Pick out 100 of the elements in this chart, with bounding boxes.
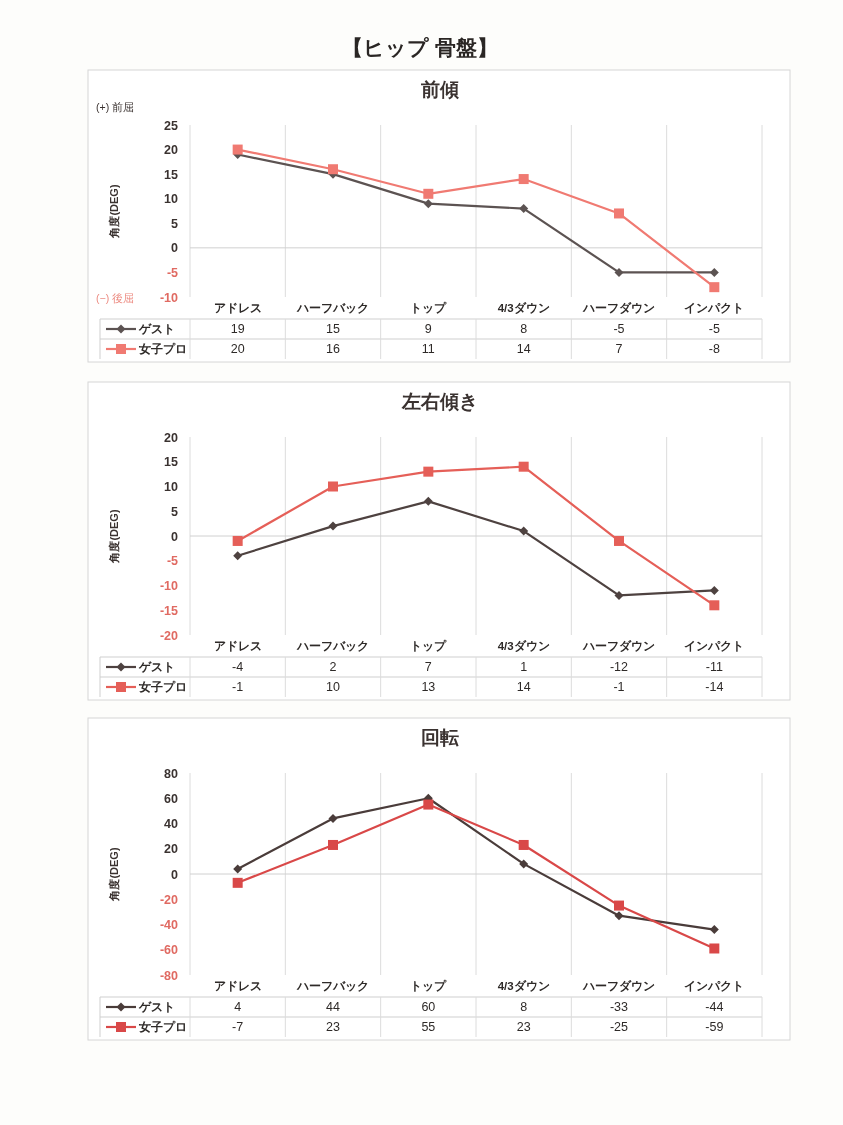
y-tick-label: -10 <box>159 290 179 305</box>
data-label: -5 <box>613 322 625 336</box>
data-label: 15 <box>326 322 340 336</box>
x-tick-label: 4/3ダウン <box>497 639 550 653</box>
point <box>709 585 719 595</box>
y-tick-label: -80 <box>159 968 179 983</box>
point <box>614 590 624 600</box>
chart-title: 【ヒップ 骨盤】 <box>342 36 498 59</box>
data-label: 11 <box>421 342 435 356</box>
y-tick-label: 40 <box>164 817 179 831</box>
y-tick-label: 5 <box>171 216 179 231</box>
y-tick-label: 20 <box>164 842 179 857</box>
x-tick-label: ハーフバック <box>296 640 369 652</box>
point <box>233 864 243 874</box>
point <box>709 925 719 935</box>
y-tick-label: 5 <box>171 504 179 519</box>
data-label: -14 <box>705 680 724 694</box>
data-label: -33 <box>609 1000 629 1014</box>
legend-label: ゲスト <box>138 322 175 336</box>
point <box>519 859 529 869</box>
x-tick-label: インパクト <box>684 640 745 652</box>
point <box>328 839 338 850</box>
text: (−) 後屈 <box>96 292 135 304</box>
data-label: 10 <box>326 680 340 694</box>
point <box>328 521 338 531</box>
x-tick-label: トップ <box>410 639 448 652</box>
x-tick-label: 4/3ダウン <box>497 301 550 315</box>
y-tick-label: -40 <box>159 918 179 932</box>
point <box>518 174 529 185</box>
point <box>233 551 243 561</box>
point <box>423 199 433 209</box>
y-tick-label: -20 <box>159 628 179 643</box>
legend-label: 女子プロ <box>138 342 187 356</box>
y-axis-title: 角度(DEG) <box>108 847 120 902</box>
point <box>518 461 529 472</box>
y-tick-label: -5 <box>166 554 179 569</box>
point <box>709 600 720 611</box>
y-tick-label: 15 <box>164 167 179 182</box>
data-label: 7 <box>424 660 432 674</box>
data-label: -7 <box>232 1020 244 1034</box>
data-label: -5 <box>708 322 720 336</box>
y-tick-label: 0 <box>171 529 179 544</box>
point <box>614 267 624 277</box>
y-tick-label: 0 <box>171 241 179 256</box>
data-label: 14 <box>516 342 531 356</box>
x-tick-label: アドレス <box>213 980 262 992</box>
data-label: -59 <box>705 1020 724 1034</box>
x-tick-label: アドレス <box>213 302 262 314</box>
point <box>328 481 338 492</box>
text: (+) 前屈 <box>96 101 135 113</box>
data-label: -1 <box>232 680 244 694</box>
data-label: 60 <box>421 1000 436 1014</box>
y-tick-label: -20 <box>159 892 179 907</box>
data-label: 19 <box>230 322 245 336</box>
point <box>709 282 720 293</box>
y-axis-title: 角度(DEG) <box>108 509 120 564</box>
point <box>328 813 338 823</box>
data-label: 9 <box>424 322 432 336</box>
point <box>423 799 434 810</box>
point <box>423 496 433 506</box>
data-label: 14 <box>516 680 531 694</box>
point <box>614 208 624 219</box>
point <box>518 839 529 850</box>
x-tick-label: ハーフダウン <box>582 639 655 653</box>
x-tick-label: アドレス <box>213 640 262 652</box>
x-tick-label: トップ <box>410 979 448 992</box>
data-label: -1 <box>613 680 625 694</box>
data-label: 13 <box>421 680 436 694</box>
data-label: 2 <box>329 660 337 674</box>
point <box>423 466 434 477</box>
data-label: -12 <box>609 660 629 674</box>
data-label: -4 <box>232 660 244 674</box>
legend-label: 女子プロ <box>138 680 187 694</box>
x-tick-label: インパクト <box>684 302 745 314</box>
y-tick-label: -5 <box>166 265 179 280</box>
data-label: 23 <box>516 1020 531 1034</box>
data-label: 7 <box>615 342 623 356</box>
x-tick-label: ハーフダウン <box>582 301 655 315</box>
point <box>328 164 338 175</box>
data-label: 16 <box>326 342 340 356</box>
y-tick-label: -60 <box>159 943 179 958</box>
y-tick-label: 10 <box>164 480 179 494</box>
point <box>232 877 243 888</box>
point <box>614 535 624 546</box>
data-label: 8 <box>520 322 528 336</box>
legend-label: ゲスト <box>138 1000 175 1014</box>
y-tick-label: 25 <box>164 118 179 133</box>
point <box>519 204 529 214</box>
point <box>519 526 529 536</box>
chart-title: 左右傾き <box>401 391 478 412</box>
x-tick-label: ハーフバック <box>296 980 369 992</box>
data-label: -44 <box>705 1000 724 1014</box>
data-label: 44 <box>326 1000 340 1014</box>
chart-subtitle: 前傾 <box>420 79 459 100</box>
data-label: 1 <box>520 660 528 674</box>
point <box>614 900 624 911</box>
point <box>232 535 243 546</box>
data-label: -8 <box>708 342 720 356</box>
point <box>423 188 434 199</box>
point <box>709 267 719 277</box>
